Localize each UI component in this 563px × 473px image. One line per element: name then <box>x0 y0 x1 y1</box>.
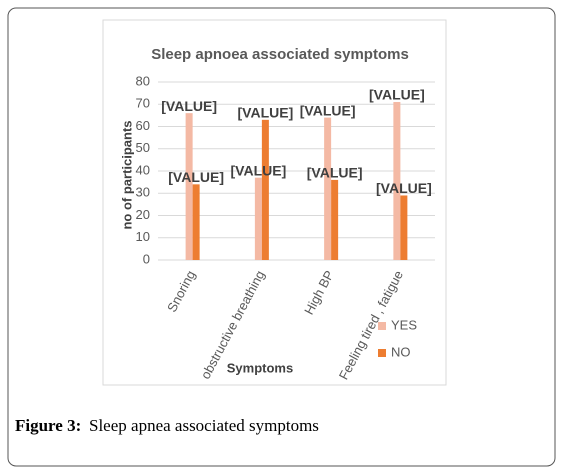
bar <box>261 119 269 260</box>
figure-caption: Sleep apnea associated symptoms <box>89 416 319 435</box>
y-tick-label: 60 <box>136 118 150 133</box>
y-tick-label: 80 <box>136 73 150 88</box>
data-label: [VALUE] <box>369 87 425 103</box>
legend-swatch <box>378 349 386 357</box>
bar <box>192 184 200 260</box>
y-tick-label: 20 <box>136 207 150 222</box>
data-label: [VALUE] <box>161 98 217 114</box>
data-label: [VALUE] <box>300 102 356 118</box>
legend-swatch <box>378 322 386 330</box>
bar <box>254 177 262 260</box>
bar <box>324 117 332 260</box>
y-tick-label: 40 <box>136 162 150 177</box>
data-label: [VALUE] <box>231 162 287 178</box>
chart-title: Sleep apnoea associated symptoms <box>151 46 409 63</box>
chart-frame <box>102 19 447 386</box>
figure-label: Figure 3: <box>15 416 81 435</box>
legend-label: NO <box>391 344 411 359</box>
y-tick-label: 0 <box>143 251 150 266</box>
y-tick-label: 70 <box>136 96 150 111</box>
y-tick-label: 30 <box>136 185 150 200</box>
y-tick-label: 50 <box>136 140 150 155</box>
data-label: [VALUE] <box>238 105 294 121</box>
y-axis-title: no of participants <box>119 120 134 229</box>
data-label: [VALUE] <box>376 180 432 196</box>
bar <box>393 102 401 261</box>
bar <box>331 179 339 260</box>
bar <box>400 195 408 260</box>
data-label: [VALUE] <box>307 165 363 181</box>
y-tick-label: 10 <box>136 229 150 244</box>
x-axis-title: Symptoms <box>227 360 293 375</box>
data-label: [VALUE] <box>168 169 224 185</box>
legend-label: YES <box>391 317 417 332</box>
bar <box>185 113 193 261</box>
